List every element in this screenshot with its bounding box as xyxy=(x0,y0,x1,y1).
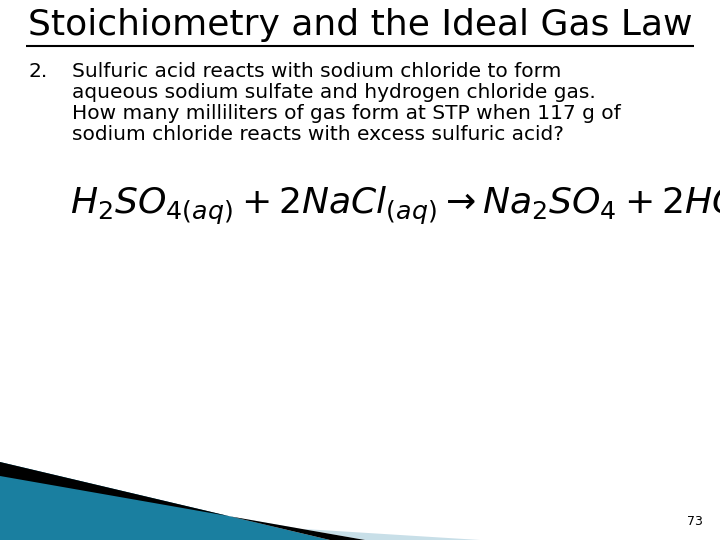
Text: $\mathit{H_2SO_{4(aq)}+2NaCl_{(aq)} \rightarrow Na_2SO_4 + 2HCl_{(g)}}$: $\mathit{H_2SO_{4(aq)}+2NaCl_{(aq)} \rig… xyxy=(70,185,720,227)
Polygon shape xyxy=(0,462,365,540)
Text: aqueous sodium sulfate and hydrogen chloride gas.: aqueous sodium sulfate and hydrogen chlo… xyxy=(72,83,595,102)
Polygon shape xyxy=(0,476,480,540)
Text: 2.: 2. xyxy=(28,62,48,81)
Polygon shape xyxy=(0,462,330,540)
Text: How many milliliters of gas form at STP when 117 g of: How many milliliters of gas form at STP … xyxy=(72,104,621,123)
Text: sodium chloride reacts with excess sulfuric acid?: sodium chloride reacts with excess sulfu… xyxy=(72,125,564,144)
Text: Sulfuric acid reacts with sodium chloride to form: Sulfuric acid reacts with sodium chlorid… xyxy=(72,62,562,81)
Text: 73: 73 xyxy=(687,515,703,528)
Text: Stoichiometry and the Ideal Gas Law: Stoichiometry and the Ideal Gas Law xyxy=(28,8,693,42)
